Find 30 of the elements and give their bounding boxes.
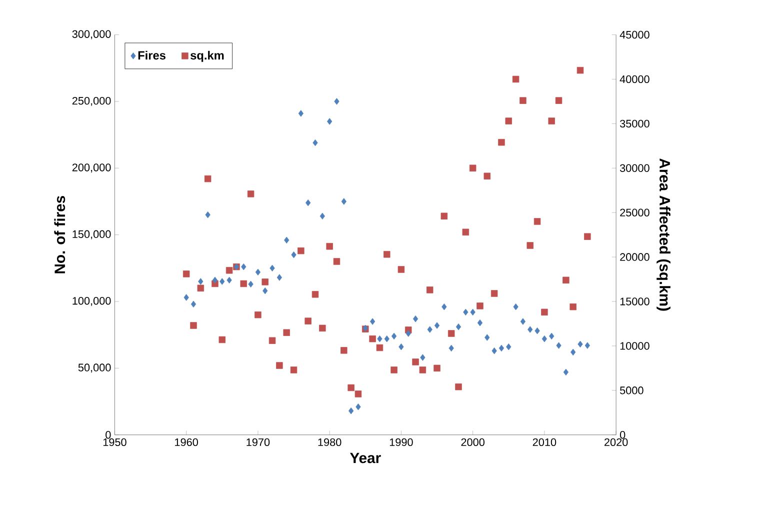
y2-tick-label: 45000 — [620, 30, 650, 38]
y-tick-label: 150,000 — [72, 230, 111, 240]
y-tick-label: 100,000 — [72, 296, 111, 306]
y2-tick-label: 40000 — [620, 75, 650, 83]
y2-tick-label: 35000 — [620, 120, 650, 128]
x-tick-label: 2020 — [604, 438, 628, 446]
x-tick-label: 1990 — [390, 438, 413, 446]
y-tick-label: 50,000 — [78, 364, 111, 373]
y2-tick-label: 30000 — [620, 164, 650, 172]
y-axis-title: No. of fires — [54, 196, 66, 274]
y2-tick-label: 15000 — [620, 297, 650, 306]
y-tick-label: 200,000 — [72, 163, 111, 172]
legend-label: sq.km — [190, 50, 224, 62]
x-tick-label: 1970 — [246, 438, 270, 446]
x-tick-label: 2010 — [532, 438, 556, 446]
legend-label: Fires — [138, 50, 166, 60]
x-tick-label: 1960 — [175, 438, 198, 446]
y-tick-label: 300,000 — [72, 30, 111, 40]
y2-tick-label: 20000 — [620, 253, 650, 261]
x-tick-label: 1950 — [103, 438, 126, 446]
x-axis-title: Year — [350, 452, 381, 464]
y2-tick-label: 10000 — [620, 342, 650, 350]
y2-tick-label: 0 — [620, 430, 626, 439]
y2-axis-title: Area Affected (sq.km) — [656, 158, 670, 311]
y-tick-label: 0 — [106, 430, 111, 439]
x-tick-label: 2000 — [461, 438, 484, 446]
y2-tick-label: 5000 — [620, 386, 644, 394]
y-tick-label: 250,000 — [72, 96, 111, 106]
x-tick-label: 1980 — [318, 438, 342, 446]
y2-tick-label: 25000 — [620, 208, 650, 216]
